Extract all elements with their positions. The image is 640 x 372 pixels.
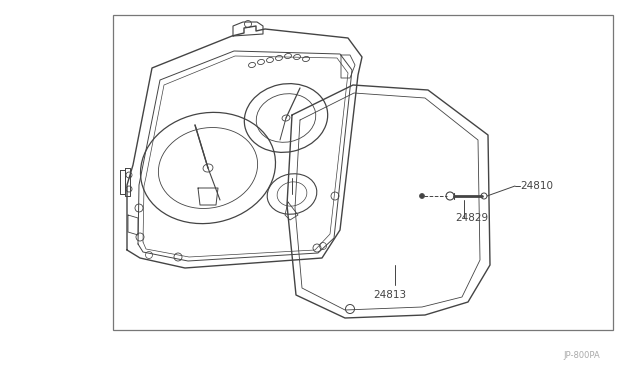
Text: JP-800PA: JP-800PA bbox=[563, 350, 600, 359]
Text: 24810: 24810 bbox=[520, 181, 553, 191]
Bar bbox=[113, 15, 613, 330]
Circle shape bbox=[419, 193, 424, 199]
Text: 24829: 24829 bbox=[455, 213, 488, 223]
Text: 24813: 24813 bbox=[373, 290, 406, 300]
